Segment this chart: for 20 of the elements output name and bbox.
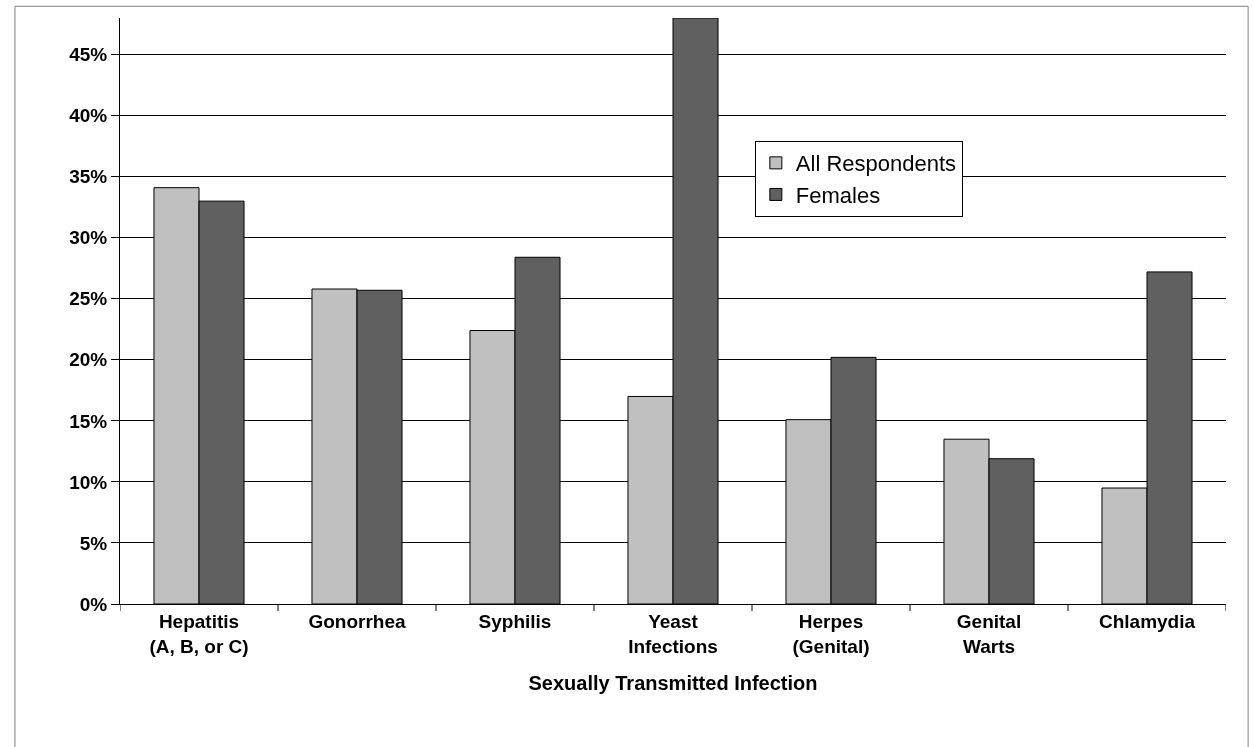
y-tick-label: 35% [69, 166, 108, 188]
legend-label: All Respondents [795, 151, 957, 177]
y-tick-label: 5% [79, 532, 108, 554]
x-tick-label: Hepatitis (A, B, or C) [149, 610, 249, 657]
legend-label: Females [795, 183, 881, 209]
y-tick-label: 0% [79, 593, 108, 615]
x-tick-label: Genital Warts [956, 610, 1022, 657]
y-tick-label: 45% [69, 44, 108, 66]
y-tick-label: 10% [69, 471, 108, 493]
y-tick-label: 20% [69, 349, 108, 371]
x-tick-label: Syphilis [478, 610, 552, 632]
x-tick-label: Chlamydia [1098, 610, 1196, 632]
x-tick-label: Yeast Infections [628, 610, 718, 657]
y-tick-label: 40% [69, 105, 108, 127]
x-axis-title: Sexually Transmitted Infection [528, 672, 818, 694]
y-tick-label: 30% [69, 227, 108, 249]
x-tick-label: Herpes (Genital) [792, 610, 870, 657]
y-tick-label: 25% [69, 288, 108, 310]
y-tick-label: 15% [69, 410, 108, 432]
x-tick-label: Gonorrhea [308, 610, 406, 632]
